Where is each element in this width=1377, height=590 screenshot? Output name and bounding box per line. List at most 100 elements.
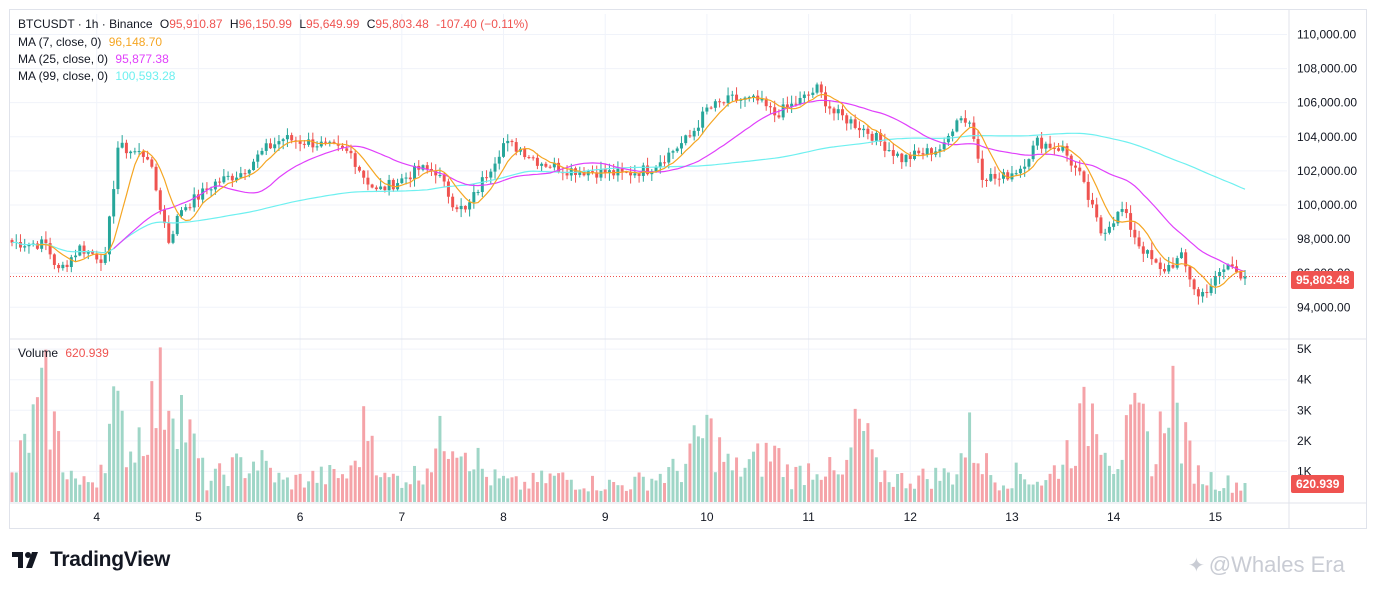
candle-body[interactable] [535,157,539,166]
candle-body[interactable] [857,127,861,131]
candle-body[interactable] [1188,266,1192,280]
candle-body[interactable] [404,177,408,179]
candle-body[interactable] [891,150,895,156]
candle-body[interactable] [184,207,188,211]
candle-body[interactable] [794,103,798,105]
candle-body[interactable] [1226,264,1230,270]
candle-body[interactable] [1023,166,1027,169]
candle-body[interactable] [459,205,463,210]
candle-body[interactable] [904,154,908,163]
candle-body[interactable] [357,166,361,171]
candle-body[interactable] [1107,226,1111,233]
candle-body[interactable] [112,189,116,217]
candle-body[interactable] [150,159,154,167]
candle-body[interactable] [671,151,675,153]
candle-body[interactable] [976,138,980,159]
candle-body[interactable] [1201,292,1205,297]
candle-body[interactable] [722,102,726,104]
candle-body[interactable] [1002,172,1005,179]
candle-body[interactable] [1014,173,1018,175]
candle-body[interactable] [256,154,260,162]
candle-body[interactable] [171,234,175,243]
candle-body[interactable] [493,163,497,172]
candle-body[interactable] [929,148,933,155]
candle-body[interactable] [201,188,205,200]
candle-body[interactable] [840,109,844,116]
candle-body[interactable] [879,132,883,142]
candle-body[interactable] [815,84,819,93]
candle-body[interactable] [1103,232,1107,234]
candle-body[interactable] [1018,168,1022,174]
candle-body[interactable] [167,223,171,243]
candle-body[interactable] [188,207,192,209]
candle-body[interactable] [434,170,438,176]
candle-body[interactable] [1074,165,1077,168]
candle-body[interactable] [328,141,332,143]
candle-body[interactable] [391,179,395,190]
candle-body[interactable] [485,177,489,179]
candle-body[interactable] [607,170,611,174]
candle-body[interactable] [646,165,650,175]
candle-body[interactable] [218,181,222,183]
candle-body[interactable] [23,246,27,248]
candle-body[interactable] [243,173,247,175]
candle-body[interactable] [442,175,446,182]
candle-body[interactable] [709,107,713,109]
candle-body[interactable] [735,94,739,101]
candle-body[interactable] [921,153,925,155]
tradingview-logo[interactable]: TradingView [12,548,170,572]
candle-body[interactable] [124,142,128,154]
candle-body[interactable] [603,169,607,174]
candle-body[interactable] [777,115,781,118]
candle-body[interactable] [552,162,556,168]
candle-body[interactable] [1196,289,1200,297]
candle-body[interactable] [137,151,141,153]
candle-body[interactable] [324,141,328,143]
candle-body[interactable] [1035,137,1039,146]
candle-body[interactable] [764,98,768,107]
candle-body[interactable] [637,173,641,176]
candle-body[interactable] [1090,199,1094,205]
candle-body[interactable] [768,106,772,108]
candle-body[interactable] [446,181,450,197]
candle-body[interactable] [146,156,150,160]
candle-body[interactable] [557,162,561,173]
candle-body[interactable] [27,244,31,247]
candle-body[interactable] [925,148,929,155]
candle-body[interactable] [972,122,976,139]
candle-body[interactable] [374,187,378,190]
candle-body[interactable] [523,148,527,158]
symbol-label[interactable]: BTCUSDT · 1h · Binance [18,17,153,31]
candle-body[interactable] [874,132,878,141]
candle-body[interactable] [239,173,243,178]
candle-body[interactable] [701,111,705,128]
candle-body[interactable] [281,139,285,142]
candle-body[interactable] [315,146,319,148]
candle-body[interactable] [781,104,785,118]
candle-body[interactable] [307,139,311,145]
candle-body[interactable] [908,154,912,159]
candle-body[interactable] [1175,258,1179,268]
candle-body[interactable] [209,189,213,191]
candle-body[interactable] [192,194,196,208]
candle-body[interactable] [773,107,777,116]
candle-body[interactable] [1146,250,1150,254]
candle-body[interactable] [548,166,552,168]
candle-body[interactable] [1006,172,1010,180]
candle-body[interactable] [514,142,518,152]
candle-body[interactable] [116,147,120,190]
candle-body[interactable] [476,192,480,194]
candle-body[interactable] [1082,171,1086,182]
candle-body[interactable] [366,177,370,185]
candle-body[interactable] [408,177,412,180]
candle-body[interactable] [1213,276,1217,286]
candle-body[interactable] [849,119,853,124]
candle-body[interactable] [688,135,692,137]
candle-body[interactable] [574,168,578,175]
candle-body[interactable] [845,115,849,124]
candle-body[interactable] [620,168,624,172]
candle-body[interactable] [1209,285,1213,294]
candle-body[interactable] [341,145,344,149]
candle-body[interactable] [463,205,467,210]
ma99-legend[interactable]: MA (99, close, 0) 100,593.28 [18,69,179,83]
